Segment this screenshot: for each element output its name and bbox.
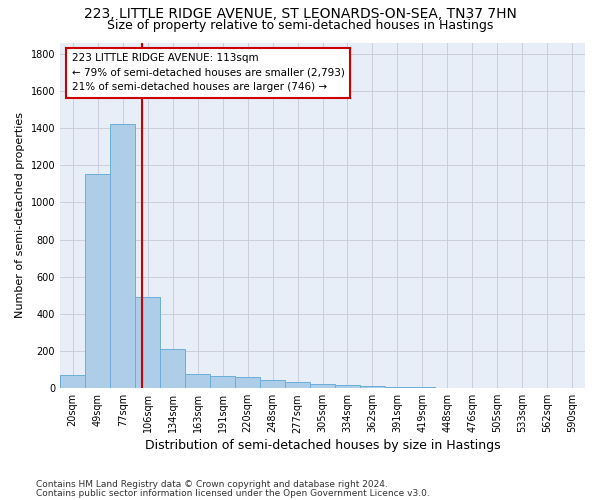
Bar: [385, 386, 410, 388]
Bar: [235, 377, 260, 388]
Bar: [310, 384, 335, 388]
Bar: [160, 349, 185, 388]
Y-axis label: Number of semi-detached properties: Number of semi-detached properties: [15, 112, 25, 318]
Bar: [260, 380, 285, 388]
Bar: [210, 376, 235, 388]
Text: 223, LITTLE RIDGE AVENUE, ST LEONARDS-ON-SEA, TN37 7HN: 223, LITTLE RIDGE AVENUE, ST LEONARDS-ON…: [83, 8, 517, 22]
Bar: [110, 124, 136, 388]
Bar: [136, 297, 160, 388]
Bar: [185, 374, 210, 388]
Text: Contains HM Land Registry data © Crown copyright and database right 2024.: Contains HM Land Registry data © Crown c…: [36, 480, 388, 489]
X-axis label: Distribution of semi-detached houses by size in Hastings: Distribution of semi-detached houses by …: [145, 440, 500, 452]
Bar: [360, 386, 385, 388]
Text: 223 LITTLE RIDGE AVENUE: 113sqm
← 79% of semi-detached houses are smaller (2,793: 223 LITTLE RIDGE AVENUE: 113sqm ← 79% of…: [71, 53, 344, 92]
Bar: [85, 174, 110, 388]
Bar: [285, 382, 310, 388]
Bar: [60, 375, 85, 388]
Bar: [335, 386, 360, 388]
Text: Contains public sector information licensed under the Open Government Licence v3: Contains public sector information licen…: [36, 489, 430, 498]
Text: Size of property relative to semi-detached houses in Hastings: Size of property relative to semi-detach…: [107, 19, 493, 32]
